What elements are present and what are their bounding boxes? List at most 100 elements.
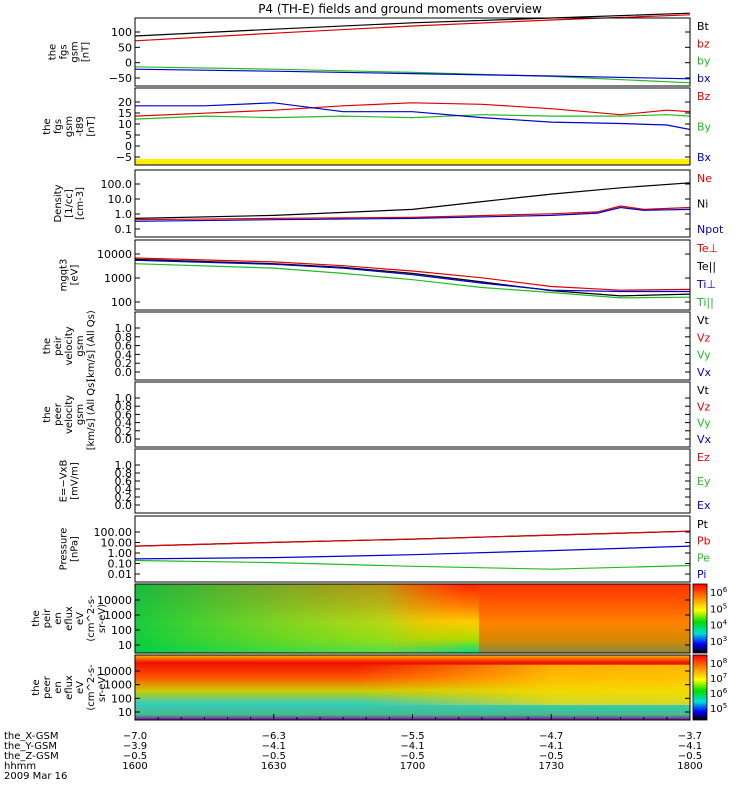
axis-row-value: −4.7	[539, 731, 563, 742]
y-axis-label: fgs	[59, 44, 70, 59]
y-axis-label: peer	[42, 675, 53, 699]
panel-frame	[134, 17, 691, 87]
series-blue-line	[135, 102, 691, 131]
axis-row-value: −0.5	[539, 751, 563, 762]
y-tick-label: 0.1	[115, 223, 133, 236]
y-tick-label: 1.0	[115, 459, 133, 472]
legend-label: Te⊥	[696, 242, 718, 255]
y-tick-label: 50	[118, 41, 132, 54]
colorbar-label: 105	[710, 702, 727, 715]
legend-label: Pb	[697, 535, 711, 548]
y-tick-label: 0.4	[115, 417, 133, 430]
y-axis-label: [nPa]	[70, 536, 81, 562]
y-axis-label: the	[42, 406, 53, 422]
y-tick-label: 0.2	[115, 491, 133, 504]
ion-hot-region	[479, 584, 690, 653]
colorbar-label: 108	[710, 657, 727, 670]
axis-row-value: −4.1	[400, 741, 424, 752]
y-tick-label: 0	[125, 57, 132, 70]
y-tick-label: 1.0	[115, 322, 133, 335]
series-red-line	[134, 205, 691, 221]
series-blue-line	[134, 545, 691, 560]
legend-label: Ex	[697, 499, 711, 512]
axis-row-value: 1800	[677, 761, 702, 772]
series-green-line	[134, 559, 691, 570]
y-tick-label: 100	[111, 692, 132, 705]
y-axis-label: the	[31, 679, 42, 695]
panel-2: 100.0 10.0 1.0 0.1 Density [1/cc] [cm-3] Ne Ni Np…	[53, 169, 724, 238]
y-tick-label: 0.6	[115, 475, 133, 488]
series-blue-line	[134, 259, 690, 293]
series-black-line	[134, 182, 691, 219]
y-tick-label: 1000	[104, 272, 132, 285]
y-tick-label: 0.6	[115, 408, 133, 421]
legend-label: Vx	[697, 366, 712, 379]
axis-row-value: −0.5	[400, 751, 424, 762]
y-axis-label: sr-eV)	[97, 604, 108, 633]
axis-row-value: −4.1	[539, 741, 563, 752]
panel-5: 1.00.80.60.40.20.0 the peer velocity gsm [km/…	[42, 379, 712, 451]
series-blue-line	[134, 206, 691, 222]
y-tick-label: 10	[118, 639, 132, 652]
legend-label: Bz	[697, 90, 711, 103]
panel-8: 106 105 104 103 10000 1000 100 10 the peir en eflux…	[31, 583, 728, 654]
axis-row-value: 1600	[122, 761, 147, 772]
legend-label: Vx	[697, 433, 712, 446]
axis-row-label: the_Z-GSM	[4, 751, 59, 762]
axis-row-value: −7.0	[123, 731, 147, 742]
axis-row-label: hhmm	[4, 761, 36, 772]
y-axis-label: [1/cc]	[64, 189, 75, 218]
y-tick-label: 0.01	[108, 568, 133, 581]
y-axis-label: [km/s] (All Qs)	[86, 310, 97, 382]
series-black-line	[134, 12, 691, 37]
legend-label: Ne	[697, 172, 712, 185]
y-tick-label: 10000	[97, 248, 132, 261]
y-tick-label: 1.00	[108, 547, 133, 560]
legend-label: Pe	[697, 551, 710, 564]
y-tick-label: 15	[118, 107, 132, 120]
series-green-line	[134, 66, 691, 84]
y-axis-label: -t89	[75, 116, 86, 136]
axis-row-value: −0.5	[262, 751, 286, 762]
legend-label: Vy	[697, 349, 711, 362]
y-tick-label: 1000	[104, 609, 132, 622]
y-axis-label: velocity	[64, 395, 75, 434]
y-axis-label: [km/s] (All Qs)	[86, 379, 97, 451]
legend-label: Vy	[697, 417, 711, 430]
time-axis: the_X-GSM −7.0 −6.3 −5.5 −4.7 −3.7 the_Y-GSM −3…	[4, 714, 703, 782]
y-tick-label: 10	[118, 118, 132, 131]
y-tick-label: 5	[125, 129, 132, 142]
y-tick-label: 20	[118, 96, 132, 109]
axis-row-value: −0.5	[123, 751, 147, 762]
y-axis-label: fgs	[53, 119, 64, 134]
y-axis-label: velocity	[64, 326, 75, 365]
y-axis-label: the	[42, 118, 53, 134]
y-tick-label: 0.6	[115, 340, 133, 353]
y-tick-label: 0.10	[108, 558, 133, 571]
legend-label: Ey	[697, 475, 711, 488]
y-axis-label: peir	[42, 608, 53, 628]
y-axis-label: peir	[53, 335, 64, 355]
y-axis-label: [mV/m]	[70, 462, 81, 500]
series-green-line	[134, 263, 691, 299]
y-tick-label: 100	[111, 624, 132, 637]
y-axis-label: E=−VxB	[59, 460, 70, 503]
y-axis-label: the	[48, 44, 59, 60]
y-tick-label: 0	[125, 140, 132, 153]
panel-frame	[134, 239, 691, 311]
axis-row-value: 1630	[261, 761, 286, 772]
y-axis-label: [nT]	[86, 116, 97, 136]
legend-label: bz	[697, 37, 710, 50]
axis-row-value: −3.7	[678, 731, 702, 742]
colorbar	[692, 583, 708, 654]
axis-row-value: −5.5	[400, 731, 424, 742]
y-axis-label: gsm	[70, 41, 81, 62]
legend-label: Ez	[697, 451, 710, 464]
y-axis-label: the	[42, 338, 53, 354]
series-red-line	[134, 530, 691, 547]
electron-spectrogram-shading	[135, 664, 690, 706]
y-axis-label: [eV]	[70, 265, 81, 286]
series-blue-line	[134, 68, 691, 80]
panel-frame	[134, 583, 691, 654]
